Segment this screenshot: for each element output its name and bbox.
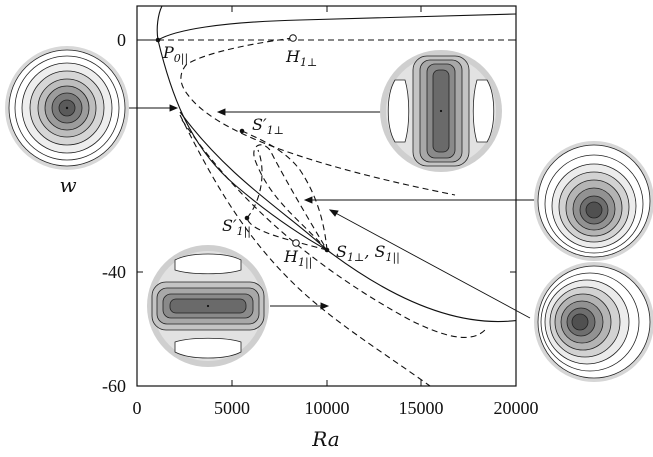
point-h1perp [289,34,297,42]
point-s1-pair [324,247,330,253]
label-s1par-prime: S′1|| [222,216,251,239]
y-tick-label: -40 [102,262,126,282]
x-tick-label: 0 [133,398,142,418]
x-axis-label: Ra [311,427,339,451]
inset-pointers [128,104,535,319]
y-tick-label: 0 [117,30,126,50]
point-s1par-prime [244,215,250,221]
inset-horizontal-mode [147,245,269,367]
point-h1par [292,239,300,247]
loop-s1par-return [246,217,328,251]
x-tick-label: 20000 [494,398,539,418]
loop-s1perp [241,130,328,251]
inset-axisymmetric-centered [5,46,129,170]
branch-main-solid [157,39,328,251]
label-p0: P0|| [162,43,188,66]
point-s1perp-prime [239,128,245,134]
point-p0 [155,37,161,43]
loop-inner [253,144,328,251]
label-h1perp: H1⊥ [285,47,317,69]
y-axis-label: w [59,173,76,197]
x-tick-label: 10000 [305,398,350,418]
x-tick-label: 15000 [399,398,444,418]
branch-upper-solid [156,6,163,41]
inset-offcentre-lower [534,262,653,382]
y-tick-label: -60 [102,376,126,396]
loop-s1par [246,149,263,219]
label-s1-pair: S1⊥, S1|| [336,242,400,265]
x-tick-label: 5000 [214,398,250,418]
branch-h1perp-solid [157,13,516,41]
inset-vertical-mode [380,50,502,172]
label-s1perp-prime: S′1⊥ [252,115,284,137]
branch-dashed-outer [180,37,456,196]
branch-dashed-lower-2 [181,119,486,338]
inset-offcentre-upper [534,141,653,261]
label-h1par: H1|| [283,247,312,270]
